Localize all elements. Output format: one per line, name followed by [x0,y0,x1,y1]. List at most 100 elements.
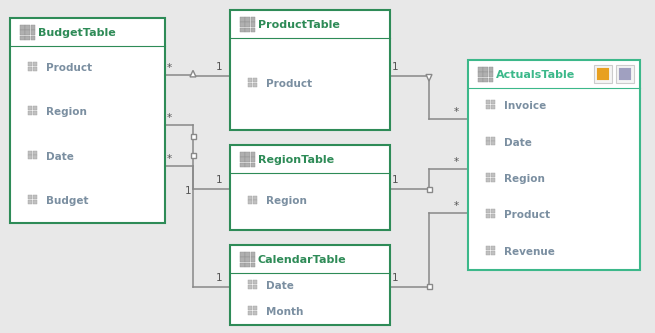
Bar [246,22,250,27]
Bar [33,106,37,110]
Bar [616,65,634,83]
Bar [240,28,244,32]
Bar [491,178,495,182]
Bar [33,195,37,199]
Bar [251,157,255,162]
Polygon shape [426,75,432,81]
Bar [486,251,490,255]
Bar [486,209,490,213]
Bar [253,200,257,204]
Bar [601,76,605,80]
Bar [33,62,37,66]
Bar [33,151,37,155]
Text: Region: Region [266,196,307,206]
Bar [28,195,32,199]
Bar [230,145,390,230]
Bar [489,67,493,72]
Bar [627,72,631,76]
Text: Budget: Budget [46,196,88,206]
Bar [248,280,252,284]
Bar [623,68,626,72]
Bar [597,72,601,76]
Text: ActualsTable: ActualsTable [496,70,575,80]
Polygon shape [190,70,196,77]
Bar [253,78,257,82]
Bar [248,83,252,87]
Bar [240,17,244,22]
Text: *: * [454,201,459,211]
Bar [491,173,495,177]
Bar [253,311,257,315]
Bar [26,30,29,35]
Bar [33,111,37,115]
Text: Product: Product [504,210,550,220]
Text: *: * [167,113,172,123]
Bar [605,76,608,80]
Bar [28,106,32,110]
Bar [26,36,29,40]
Text: 1: 1 [392,273,399,283]
Bar [240,263,244,267]
Bar [248,306,252,310]
Bar [246,28,250,32]
Bar [246,257,250,262]
Bar [491,137,495,141]
Bar [246,252,250,256]
Bar [20,36,24,40]
Bar [240,252,244,256]
Bar [486,173,490,177]
Bar [246,152,250,157]
Bar [240,22,244,27]
Text: Invoice: Invoice [504,101,546,111]
Bar [31,25,35,30]
Bar [491,100,495,104]
Bar [253,83,257,87]
Text: *: * [454,107,459,117]
Bar [491,246,495,250]
Bar [33,200,37,204]
Text: ProductTable: ProductTable [258,20,340,30]
Bar [486,214,490,218]
Text: Month: Month [266,307,303,317]
Bar [619,68,622,72]
Bar [601,72,605,76]
Text: RegionTable: RegionTable [258,155,334,165]
Bar [623,76,626,80]
Bar [627,68,631,72]
Bar [248,78,252,82]
Bar [253,195,257,199]
Bar [26,25,29,30]
Bar [251,152,255,157]
Text: Product: Product [46,63,92,73]
Text: Product: Product [266,79,312,89]
Bar [623,72,626,76]
Bar [491,209,495,213]
Bar [483,67,488,72]
Bar [251,17,255,22]
Bar [31,30,35,35]
Bar [246,163,250,167]
Bar [28,151,32,155]
Bar [248,200,252,204]
Bar [597,76,601,80]
Bar [230,10,390,130]
Text: BudgetTable: BudgetTable [38,28,116,38]
Bar [627,76,631,80]
Text: CalendarTable: CalendarTable [258,255,346,265]
Bar [28,200,32,204]
Bar [491,251,495,255]
Bar [191,134,195,139]
Text: *: * [454,157,459,167]
Text: 1: 1 [185,185,192,195]
Bar [486,105,490,109]
Bar [248,195,252,199]
Text: Region: Region [46,107,87,117]
Text: 1: 1 [216,273,223,283]
Text: 1: 1 [216,175,223,185]
Bar [483,78,488,82]
Text: Date: Date [266,281,294,291]
Text: Region: Region [504,174,545,184]
Bar [491,142,495,146]
Bar [486,246,490,250]
Bar [594,65,612,83]
